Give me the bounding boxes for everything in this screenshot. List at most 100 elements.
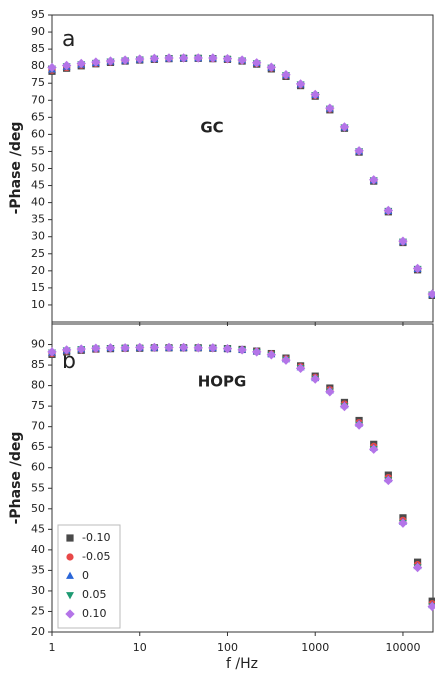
- marker: [339, 401, 350, 412]
- panel-b-frame: [51, 323, 434, 633]
- legend-marker: [66, 534, 74, 542]
- legend-label: 0: [82, 569, 89, 582]
- x-tick-label: 100: [217, 641, 238, 654]
- y-tick-label: 50: [31, 162, 45, 175]
- y-tick-label: 30: [31, 230, 45, 243]
- marker: [193, 343, 203, 353]
- marker: [295, 363, 306, 374]
- marker: [208, 343, 218, 353]
- panel-label: GC: [200, 119, 223, 137]
- marker: [237, 55, 247, 65]
- marker: [325, 387, 335, 397]
- marker: [354, 420, 364, 430]
- y-tick-label: 60: [31, 127, 45, 140]
- marker: [164, 342, 174, 353]
- marker: [339, 122, 350, 132]
- y-tick-label: 65: [31, 440, 45, 453]
- marker: [252, 347, 262, 357]
- y-tick-label: 45: [31, 522, 45, 535]
- y-tick-label: 90: [31, 338, 45, 351]
- panel-letter: a: [62, 27, 75, 52]
- legend-marker: [66, 553, 74, 561]
- marker: [193, 53, 203, 63]
- y-tick-label: 15: [31, 281, 45, 294]
- y-tick-label: 20: [31, 625, 45, 638]
- y-tick-label: 25: [31, 604, 45, 617]
- marker: [105, 56, 116, 66]
- marker: [398, 236, 408, 246]
- y-tick-label: 70: [31, 420, 45, 433]
- marker: [47, 62, 57, 73]
- y-tick-label: 80: [31, 379, 45, 392]
- marker: [310, 89, 320, 100]
- x-tick-label: 1000: [301, 641, 329, 654]
- y-tick-label: 30: [31, 584, 45, 597]
- x-tick-label: 1: [49, 641, 56, 654]
- marker: [266, 62, 277, 72]
- marker: [135, 54, 145, 64]
- marker: [149, 53, 160, 64]
- marker: [105, 343, 116, 353]
- marker: [61, 345, 72, 355]
- marker: [120, 55, 130, 65]
- y-tick-label: 70: [31, 93, 45, 106]
- x-tick-label: 10: [133, 641, 147, 654]
- y-tick-label: 55: [31, 144, 45, 157]
- y-tick-label: 25: [31, 247, 45, 260]
- marker: [222, 53, 233, 64]
- marker: [135, 342, 145, 353]
- marker: [281, 355, 291, 365]
- y-tick-label: 85: [31, 358, 45, 371]
- marker: [427, 601, 435, 612]
- y-tick-label: 65: [31, 110, 45, 123]
- marker: [369, 175, 379, 185]
- y-tick-label: 55: [31, 481, 45, 494]
- marker: [91, 57, 101, 67]
- marker: [281, 70, 291, 80]
- marker: [383, 205, 394, 216]
- y-tick-label: 10: [31, 298, 45, 311]
- marker: [76, 344, 86, 354]
- legend-label: -0.10: [82, 531, 110, 544]
- marker: [383, 475, 394, 486]
- y-tick-label: 75: [31, 399, 45, 412]
- y-tick-label: 35: [31, 213, 45, 226]
- marker: [369, 444, 379, 454]
- marker: [222, 343, 233, 354]
- legend-label: -0.05: [82, 550, 110, 563]
- marker: [120, 343, 130, 353]
- marker: [252, 58, 262, 68]
- marker: [61, 60, 72, 71]
- marker: [164, 53, 174, 63]
- y-tick-label: 60: [31, 461, 45, 474]
- y-tick-label: 80: [31, 59, 45, 72]
- y-tick-label: 50: [31, 502, 45, 515]
- x-tick-label: 10000: [385, 641, 420, 654]
- marker: [178, 53, 189, 63]
- marker: [47, 347, 57, 357]
- y-axis-label: -Phase /deg: [8, 122, 24, 215]
- marker: [76, 58, 86, 69]
- marker: [310, 374, 320, 384]
- y-tick-label: 20: [31, 264, 45, 277]
- marker: [325, 103, 335, 113]
- legend-marker: [66, 592, 74, 600]
- legend-marker: [65, 609, 75, 619]
- marker: [208, 53, 218, 63]
- panel-label: HOPG: [198, 373, 247, 391]
- y-tick-label: 75: [31, 76, 45, 89]
- marker: [412, 562, 423, 573]
- marker: [91, 343, 101, 353]
- marker: [427, 289, 435, 299]
- y-tick-label: 35: [31, 563, 45, 576]
- x-axis-label: f /Hz: [226, 656, 258, 672]
- legend-label: 0.10: [82, 607, 107, 620]
- marker: [412, 263, 423, 274]
- marker: [354, 146, 364, 156]
- marker: [149, 342, 160, 353]
- y-tick-label: 95: [31, 8, 45, 21]
- y-tick-label: 45: [31, 179, 45, 192]
- legend-label: 0.05: [82, 588, 107, 601]
- y-tick-label: 40: [31, 543, 45, 556]
